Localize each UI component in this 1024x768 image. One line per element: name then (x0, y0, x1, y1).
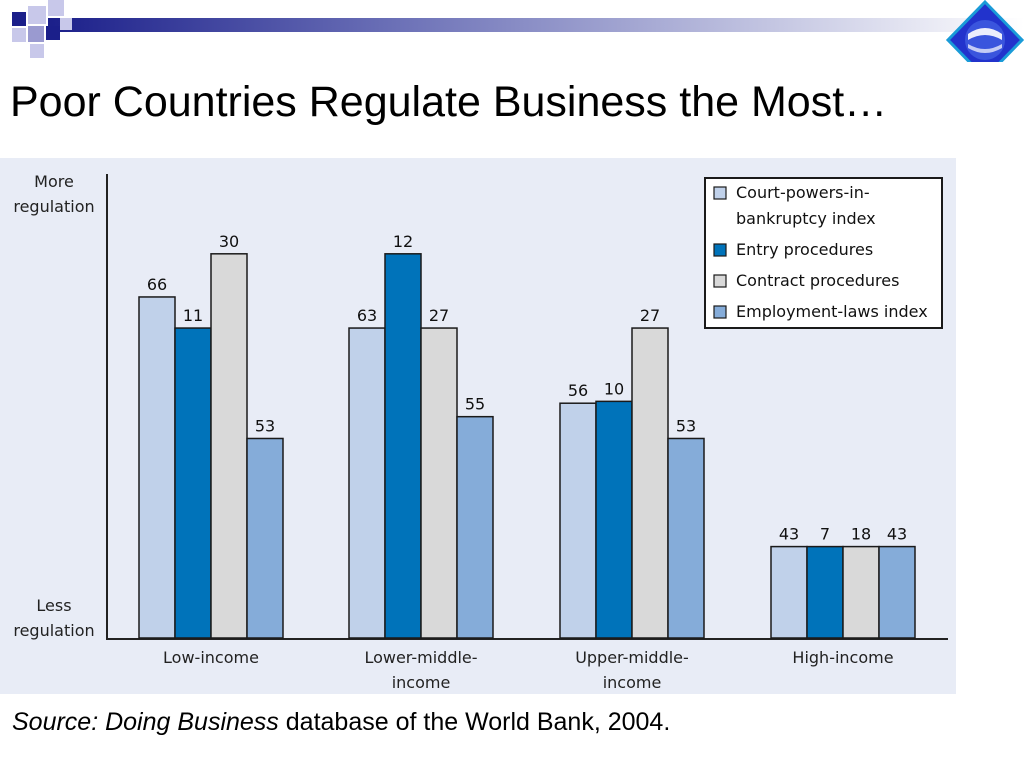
bar-1-0 (174, 327, 212, 639)
value-label-2-1: 27 (429, 306, 449, 325)
category-label-0-0: Low-income (163, 648, 259, 667)
bar-3-1 (456, 415, 494, 639)
header-decoration (12, 0, 1024, 62)
value-label-3-1: 55 (465, 395, 485, 414)
legend-label-3-0: Employment-laws index (736, 302, 928, 321)
legend-swatch-1 (713, 243, 727, 257)
y-axis-bottom-label-1: Less (36, 596, 71, 615)
legend-label-2-0: Contract procedures (736, 271, 899, 290)
value-label-1-2: 10 (604, 379, 624, 398)
category-label-3-0: High-income (792, 648, 893, 667)
legend-swatch-3 (713, 305, 727, 319)
source-note: Source: Doing Business database of the W… (12, 708, 670, 737)
legend-label-1-0: Entry procedures (736, 240, 873, 259)
bar-1-1 (384, 253, 422, 639)
value-label-1-1: 12 (393, 232, 413, 251)
category-label-2-1: income (603, 673, 662, 692)
bar-3-2 (667, 437, 705, 639)
y-axis-top-label-1: More (34, 172, 74, 191)
header-gradient-bar (48, 18, 1024, 32)
bar-0-1 (348, 327, 386, 639)
bar-2-3 (842, 545, 880, 639)
chart-panel: More regulation Less regulation 66 63 56 43… (0, 158, 956, 694)
legend-swatch-2 (713, 274, 727, 288)
bar-2-2 (631, 327, 669, 639)
y-axis-bottom-label-2: regulation (13, 621, 94, 640)
legend-label-0-1: bankruptcy index (736, 209, 876, 228)
value-label-2-0: 30 (219, 232, 239, 251)
value-label-3-2: 53 (676, 416, 696, 435)
bar-3-0 (246, 437, 284, 639)
value-label-3-3: 43 (887, 525, 907, 544)
bar-3-3 (878, 545, 916, 639)
decorative-squares-icon (12, 0, 72, 58)
bar-0-2 (559, 402, 597, 639)
bar-0-3 (770, 545, 808, 639)
bars-group: 66 63 56 43 11 12 10 7 30 27 27 18 53 55 53 43 (138, 232, 916, 639)
y-axis-top-label-2: regulation (13, 197, 94, 216)
bar-1-2 (595, 400, 633, 639)
bar-2-1 (420, 327, 458, 639)
value-label-0-0: 66 (147, 275, 167, 294)
legend-label-0-0: Court-powers-in- (736, 183, 870, 202)
value-label-2-3: 18 (851, 525, 871, 544)
bar-2-0 (210, 253, 248, 639)
value-label-0-2: 56 (568, 381, 588, 400)
source-text: database of the World Bank, 2004. (278, 708, 671, 736)
value-label-2-2: 27 (640, 306, 660, 325)
bar-chart: More regulation Less regulation 66 63 56 43… (13, 172, 948, 692)
value-label-3-0: 53 (255, 416, 275, 435)
slide-title: Poor Countries Regulate Business the Mos… (10, 78, 888, 126)
legend: Court-powers-in-bankruptcy index Entry pr… (704, 177, 943, 329)
legend-swatch-0 (713, 186, 727, 200)
value-label-0-1: 63 (357, 306, 377, 325)
category-label-1-1: income (392, 673, 451, 692)
value-label-1-0: 11 (183, 306, 203, 325)
bar-1-3 (806, 545, 844, 639)
source-italic: Source: Doing Business (12, 708, 279, 736)
bar-0-0 (138, 296, 176, 639)
category-labels-group: Low-income Lower-middle-income Upper-middl… (163, 648, 894, 692)
category-label-1-0: Lower-middle- (364, 648, 477, 667)
blue-diamond-logo-icon (945, 0, 1024, 62)
legend-box (704, 177, 943, 329)
value-label-1-3: 7 (820, 525, 830, 544)
category-label-2-0: Upper-middle- (575, 648, 689, 667)
value-label-0-3: 43 (779, 525, 799, 544)
